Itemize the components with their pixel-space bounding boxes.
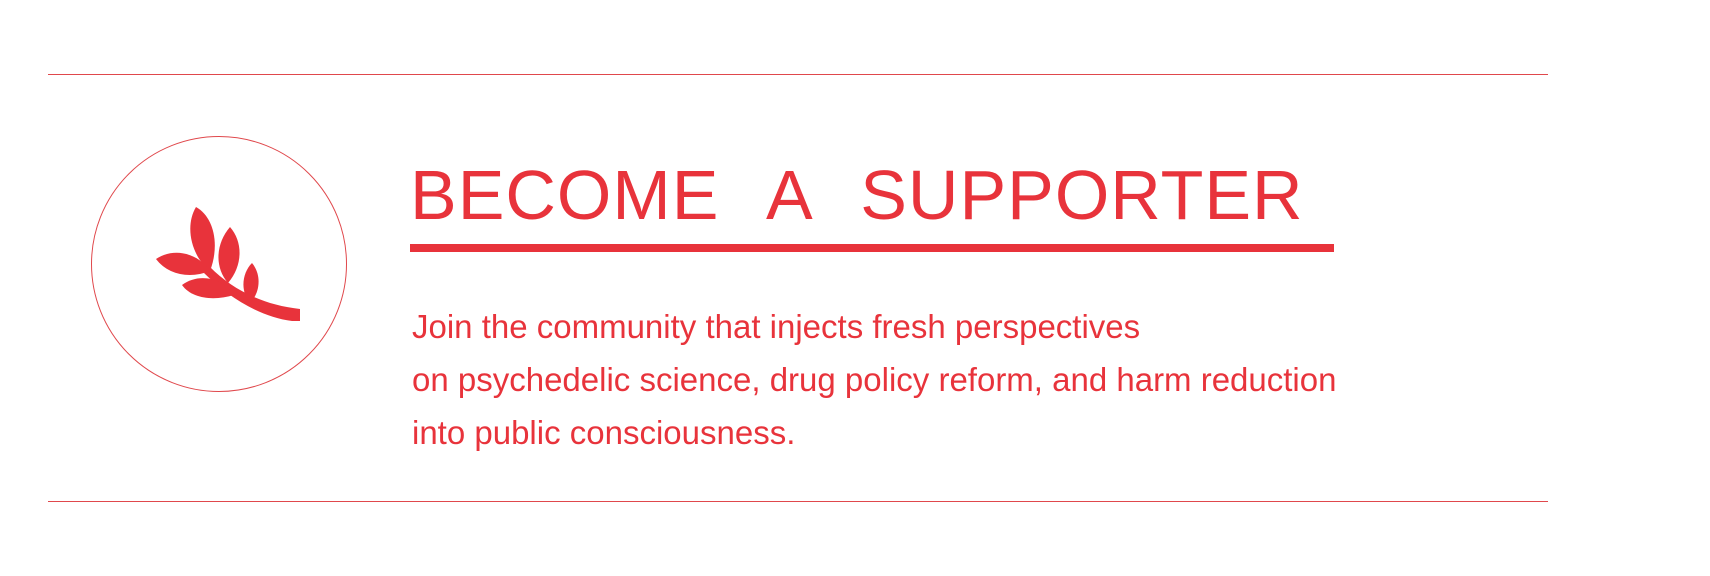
heading-underline [410,244,1334,252]
cta-heading[interactable]: BECOME A SUPPORTER [410,156,1304,234]
emblem-circle [91,136,347,392]
supporter-cta[interactable]: BECOME A SUPPORTER [410,160,1334,252]
description-line: on psychedelic science, drug policy refo… [412,361,1337,398]
top-divider [48,74,1548,75]
bottom-divider [48,501,1548,502]
description-line: into public consciousness. [412,414,796,451]
description-line: Join the community that injects fresh pe… [412,308,1141,345]
cta-description: Join the community that injects fresh pe… [412,300,1336,459]
olive-branch-icon [156,207,300,321]
